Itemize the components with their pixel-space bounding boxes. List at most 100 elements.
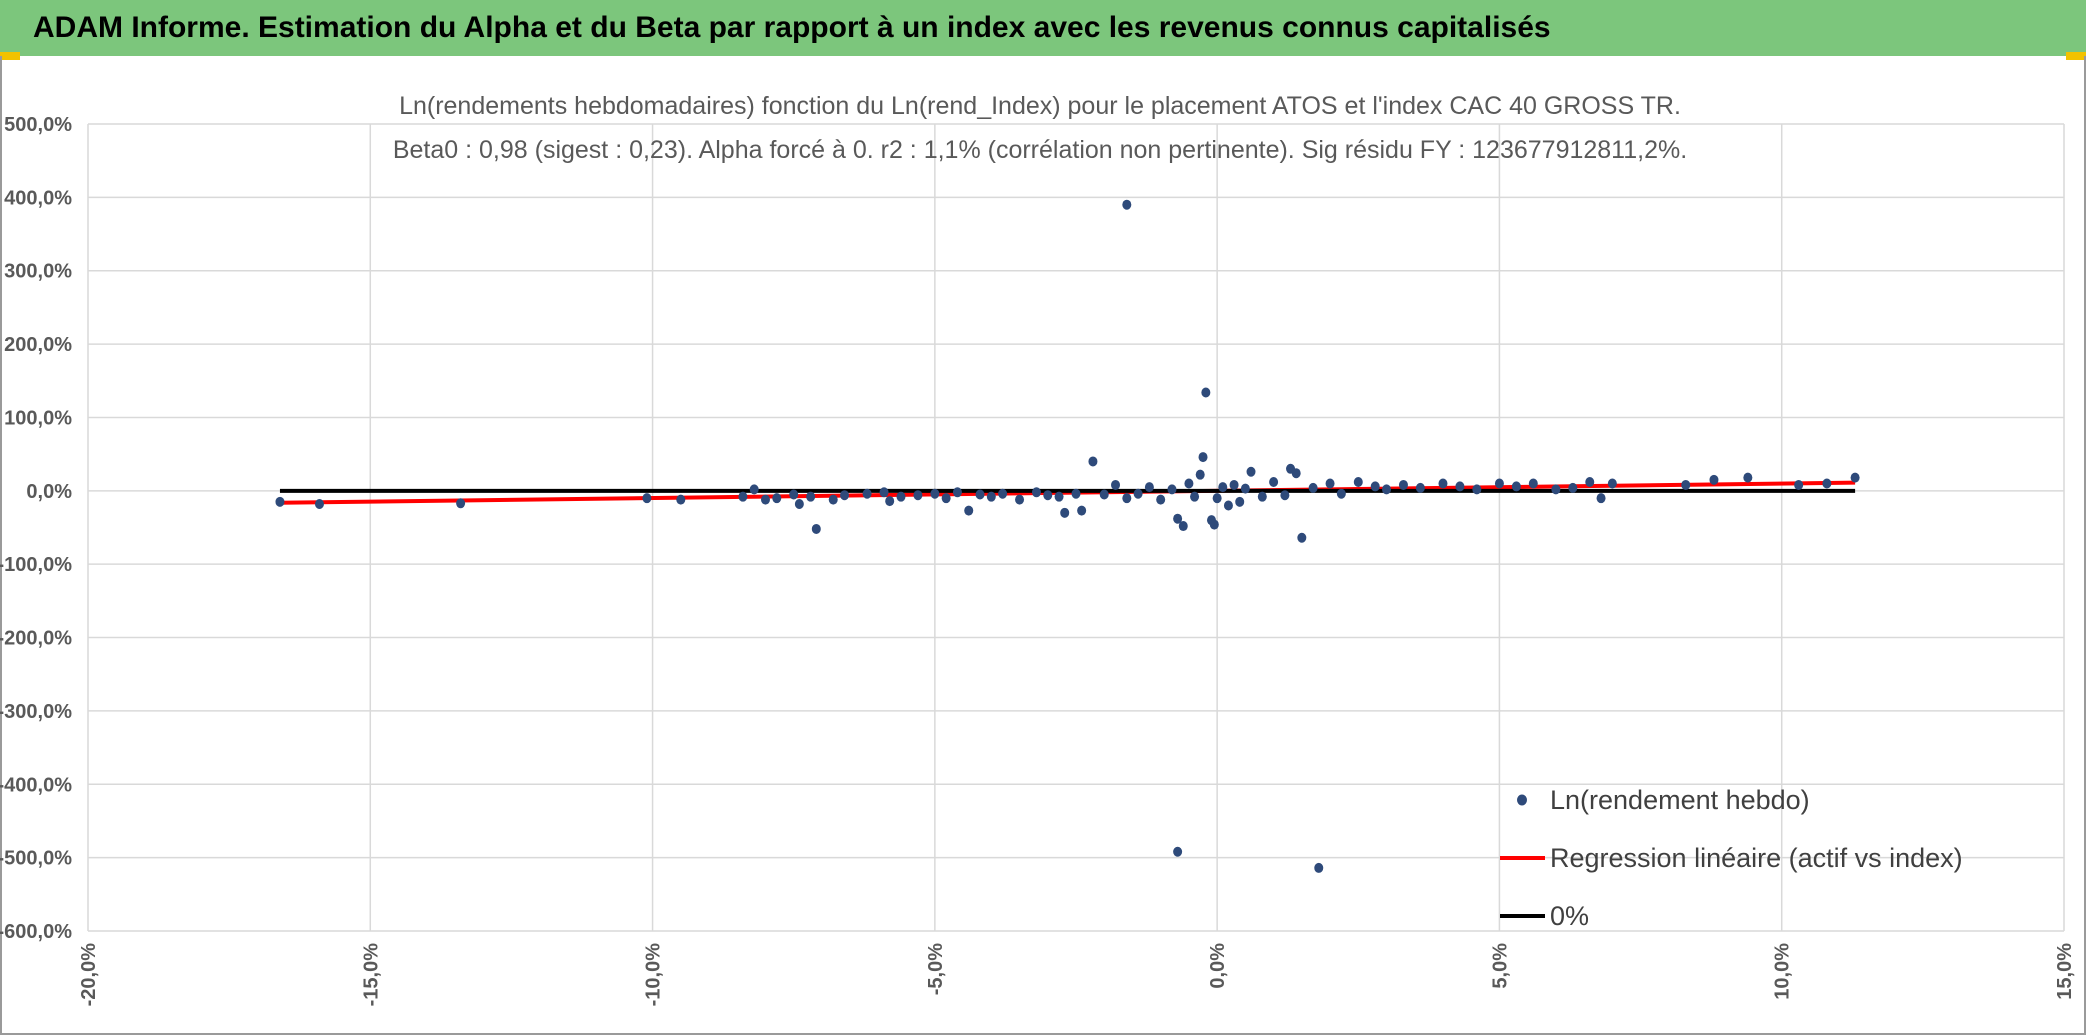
- banner-right-marker: [2066, 52, 2086, 60]
- data-point: [1336, 488, 1346, 499]
- chart-title: Ln(rendements hebdomadaires) fonction du…: [399, 92, 1681, 120]
- chart-series: [275, 199, 1860, 873]
- data-point: [1850, 472, 1860, 483]
- data-point: [1167, 484, 1177, 495]
- data-point: [789, 489, 799, 500]
- data-point: [913, 490, 923, 501]
- y-tick-label: 300,0%: [4, 261, 72, 283]
- data-point: [1314, 862, 1324, 873]
- data-point: [1122, 199, 1132, 210]
- report-banner: ADAM Informe. Estimation du Alpha et du …: [0, 0, 2086, 56]
- x-tick-label: 15,0%: [2054, 943, 2076, 1000]
- data-point: [1269, 477, 1279, 488]
- y-tick-label: -100,0%: [0, 554, 72, 576]
- data-point: [1415, 482, 1425, 493]
- data-point: [1198, 452, 1208, 463]
- data-point: [1280, 490, 1290, 501]
- data-point: [749, 484, 759, 495]
- data-point: [828, 494, 838, 505]
- data-point: [1077, 505, 1087, 516]
- data-point: [794, 499, 804, 510]
- data-point: [885, 496, 895, 507]
- data-point: [1585, 477, 1595, 488]
- x-tick-label: -10,0%: [643, 943, 665, 1007]
- y-tick-label: -600,0%: [0, 921, 72, 943]
- x-tick-label: 5,0%: [1489, 943, 1511, 989]
- data-point: [1455, 481, 1465, 492]
- data-point: [941, 493, 951, 504]
- data-point: [1184, 478, 1194, 489]
- x-tick-label: -5,0%: [925, 943, 947, 995]
- data-point: [1173, 513, 1183, 524]
- data-point: [1235, 496, 1245, 507]
- data-point: [964, 505, 974, 516]
- data-point: [738, 491, 748, 502]
- data-point: [1190, 491, 1200, 502]
- data-point: [642, 493, 652, 504]
- data-point: [1201, 387, 1211, 398]
- y-axis-ticks: 500,0% 400,0% 300,0% 200,0% 100,0% 0,0% -100,0…: [0, 114, 72, 943]
- data-point: [1291, 468, 1301, 479]
- y-tick-label: -400,0%: [0, 774, 72, 796]
- data-point: [1709, 474, 1719, 485]
- data-point: [1099, 489, 1109, 500]
- x-tick-label: -15,0%: [360, 943, 382, 1007]
- data-point: [1229, 479, 1239, 490]
- data-point: [456, 498, 466, 509]
- data-point: [314, 499, 324, 510]
- chart-subtitle: Beta0 : 0,98 (sigest : 0,23). Alpha forc…: [393, 136, 1687, 164]
- data-point: [1308, 482, 1318, 493]
- data-point: [952, 487, 962, 498]
- data-point: [1178, 521, 1188, 532]
- data-point: [275, 496, 285, 507]
- data-point: [1240, 483, 1250, 494]
- x-tick-label: 0,0%: [1207, 943, 1229, 989]
- chart-legend: Ln(rendement hebdo) Regression linéaire (…: [1500, 785, 1963, 931]
- data-point: [1173, 846, 1183, 857]
- legend-marker-points: [1517, 794, 1527, 806]
- data-point: [1568, 482, 1578, 493]
- legend-label: Ln(rendement hebdo): [1550, 785, 1810, 815]
- legend-label: 0%: [1550, 901, 1589, 931]
- data-point: [1325, 478, 1335, 489]
- y-tick-label: -500,0%: [0, 848, 72, 870]
- data-point: [1511, 481, 1521, 492]
- data-point: [1043, 490, 1053, 501]
- y-tick-label: 200,0%: [4, 334, 72, 356]
- data-point: [1681, 479, 1691, 490]
- y-tick-label: -300,0%: [0, 701, 72, 723]
- data-point: [896, 491, 906, 502]
- data-point: [1111, 479, 1121, 490]
- data-point: [1218, 482, 1228, 493]
- data-point: [1246, 466, 1256, 477]
- data-point: [1031, 487, 1041, 498]
- data-point: [1607, 478, 1617, 489]
- data-point: [1438, 478, 1448, 489]
- data-point: [1209, 519, 1219, 530]
- data-point: [760, 494, 770, 505]
- data-point: [1257, 491, 1267, 502]
- data-point: [1015, 494, 1025, 505]
- data-point: [1353, 477, 1363, 488]
- data-point: [1144, 482, 1154, 493]
- y-tick-label: 400,0%: [4, 187, 72, 209]
- x-tick-label: 10,0%: [1772, 943, 1794, 1000]
- data-point: [1054, 491, 1064, 502]
- data-point: [1088, 456, 1098, 467]
- data-point: [1212, 493, 1222, 504]
- data-point: [1297, 532, 1307, 543]
- data-point: [1370, 481, 1380, 492]
- data-point: [1743, 472, 1753, 483]
- data-point: [1060, 507, 1070, 518]
- report-title: ADAM Informe. Estimation du Alpha et du …: [33, 11, 1551, 44]
- data-point: [1071, 488, 1081, 499]
- data-point: [1494, 478, 1504, 489]
- data-point: [1133, 488, 1143, 499]
- data-point: [840, 490, 850, 501]
- banner-left-marker: [0, 52, 20, 60]
- data-point: [1551, 484, 1561, 495]
- chart-frame: [0, 56, 2086, 1035]
- data-point: [1822, 478, 1832, 489]
- data-point: [1382, 484, 1392, 495]
